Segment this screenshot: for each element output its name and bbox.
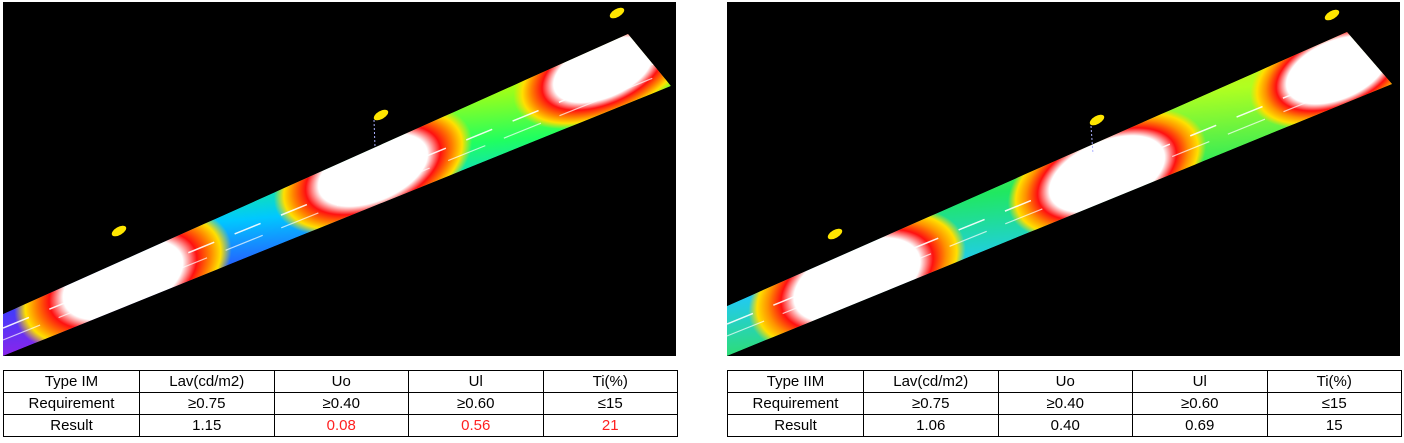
panel-type-im: Type IM Lav(cd/m2) Uo Ul Ti(%) Requireme… xyxy=(3,2,678,437)
table-row: Requirement ≥0.75 ≥0.40 ≥0.60 ≤15 xyxy=(3,392,678,415)
table-cell: ≥0.40 xyxy=(997,392,1133,415)
results-table-type-im: Type IM Lav(cd/m2) Uo Ul Ti(%) Requireme… xyxy=(3,370,678,437)
table-row: Result 1.06 0.40 0.69 15 xyxy=(727,414,1402,437)
table-cell: Lav(cd/m2) xyxy=(139,370,275,393)
table-row: Requirement ≥0.75 ≥0.40 ≥0.60 ≤15 xyxy=(727,392,1402,415)
results-table-type-iim: Type IIM Lav(cd/m2) Uo Ul Ti(%) Requirem… xyxy=(727,370,1402,437)
table-cell-fail: 21 xyxy=(542,414,678,437)
table-cell: Uo xyxy=(997,370,1133,393)
table-cell: 15 xyxy=(1266,414,1402,437)
table-cell: Ti(%) xyxy=(542,370,678,393)
table-cell: Ul xyxy=(1132,370,1268,393)
table-cell: Ti(%) xyxy=(1266,370,1402,393)
table-cell: ≥0.75 xyxy=(139,392,275,415)
table-cell: Result xyxy=(3,414,140,437)
road-surface xyxy=(3,34,671,356)
table-cell: Requirement xyxy=(727,392,864,415)
table-cell: 0.69 xyxy=(1132,414,1268,437)
table-cell: Type IM xyxy=(3,370,140,393)
table-cell-fail: 0.56 xyxy=(408,414,544,437)
table-cell: 0.40 xyxy=(997,414,1133,437)
table-cell: ≥0.40 xyxy=(273,392,409,415)
aiming-line xyxy=(373,119,376,148)
table-cell: Result xyxy=(727,414,864,437)
table-cell: Type IIM xyxy=(727,370,864,393)
road-surface xyxy=(727,32,1392,356)
table-cell: ≤15 xyxy=(1266,392,1402,415)
table-header-row: Type IM Lav(cd/m2) Uo Ul Ti(%) xyxy=(3,370,678,393)
table-cell: ≤15 xyxy=(542,392,678,415)
table-header-row: Type IIM Lav(cd/m2) Uo Ul Ti(%) xyxy=(727,370,1402,393)
table-cell: Uo xyxy=(273,370,409,393)
table-cell: 1.06 xyxy=(863,414,999,437)
table-cell: ≥0.60 xyxy=(1132,392,1268,415)
panel-type-iim: Type IIM Lav(cd/m2) Uo Ul Ti(%) Requirem… xyxy=(727,2,1402,437)
table-cell: Requirement xyxy=(3,392,140,415)
aiming-line xyxy=(1090,125,1094,155)
table-cell: 1.15 xyxy=(139,414,275,437)
luminance-render-type-im xyxy=(3,2,676,356)
table-row: Result 1.15 0.08 0.56 21 xyxy=(3,414,678,437)
table-cell: ≥0.75 xyxy=(863,392,999,415)
luminance-render-type-iim xyxy=(727,2,1400,356)
table-cell: Ul xyxy=(408,370,544,393)
luminaire-icon xyxy=(827,9,1340,240)
table-cell: ≥0.60 xyxy=(408,392,544,415)
table-cell-fail: 0.08 xyxy=(273,414,409,437)
table-cell: Lav(cd/m2) xyxy=(863,370,999,393)
luminaire-icon xyxy=(111,7,625,237)
